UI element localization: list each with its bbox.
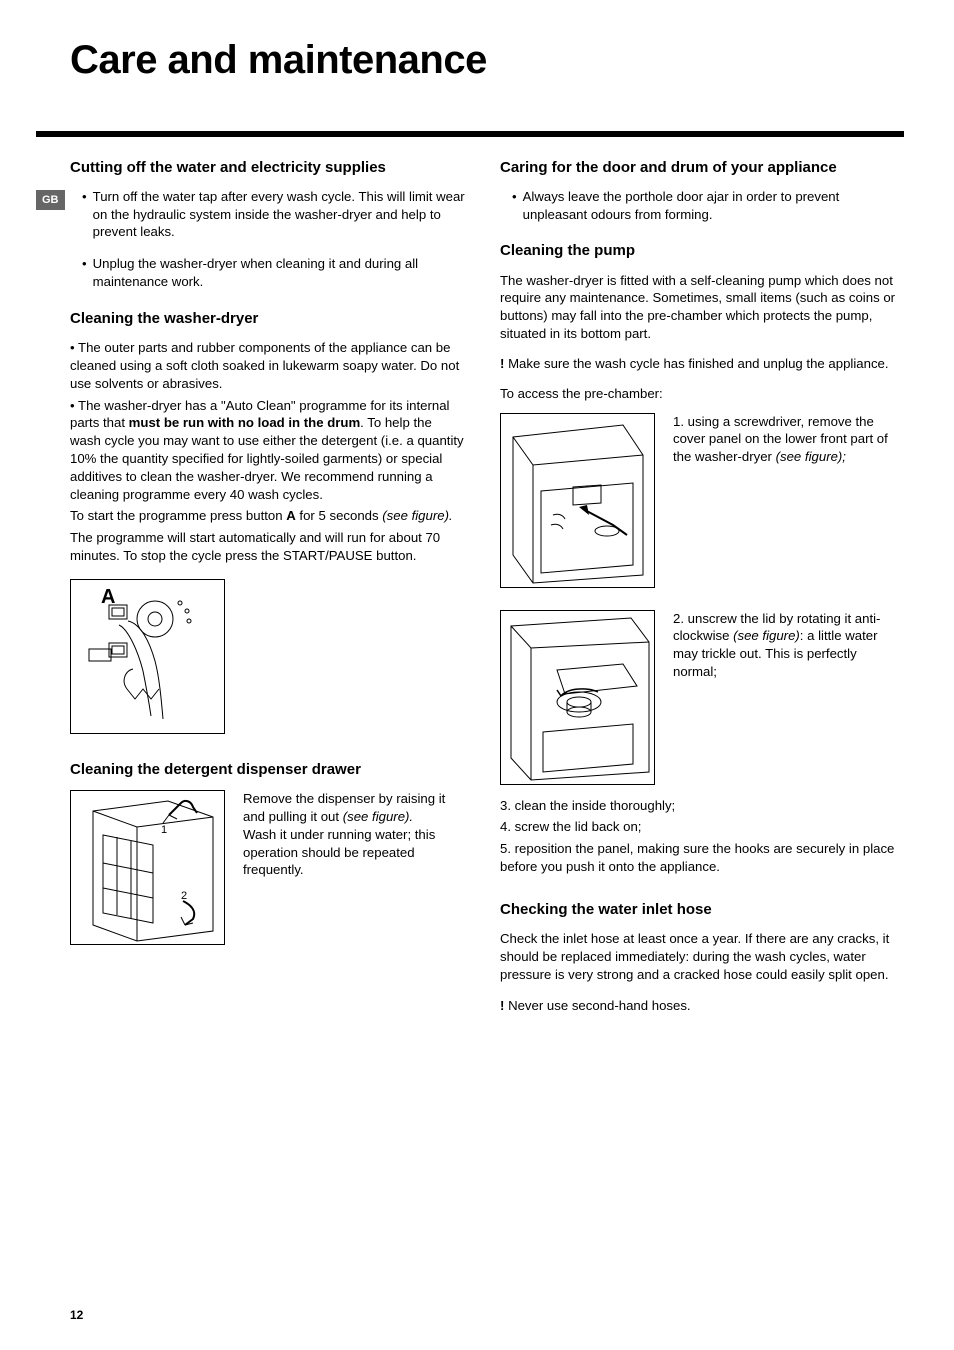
heading-pump: Cleaning the pump <box>500 241 896 261</box>
bullet-item: • Unplug the washer-dryer when cleaning … <box>70 255 466 291</box>
paragraph: The programme will start automatically a… <box>70 529 466 565</box>
step-text: 5. reposition the panel, making sure the… <box>500 840 896 876</box>
step-text: 4. screw the lid back on; <box>500 818 896 836</box>
bullet-text: Unplug the washer-dryer when cleaning it… <box>93 255 466 291</box>
page-number: 12 <box>70 1308 83 1322</box>
page-title: Care and maintenance <box>70 38 904 83</box>
italic-text: (see figure) <box>733 628 800 643</box>
svg-text:1: 1 <box>161 824 167 836</box>
bold-text: must be run with no load in the drum <box>129 415 361 430</box>
text-segment: To start the programme press button <box>70 508 286 523</box>
step-text: 1. using a screwdriver, remove the cover… <box>673 413 896 466</box>
figure-drawer: 1 2 <box>70 790 225 945</box>
bullet-item: • Always leave the porthole door ajar in… <box>500 188 896 224</box>
warning-paragraph: Make sure the wash cycle has finished an… <box>500 355 896 373</box>
svg-text:2: 2 <box>181 890 187 902</box>
paragraph: • The washer-dryer has a "Auto Clean" pr… <box>70 397 466 504</box>
left-column: Cutting off the water and electricity su… <box>70 159 466 1019</box>
figure-caption: 1. using a screwdriver, remove the cover… <box>673 413 896 466</box>
bullet-text: Always leave the porthole door ajar in o… <box>523 188 896 224</box>
italic-text: (see figure). <box>382 508 452 523</box>
paragraph: Remove the dispenser by raising it and p… <box>243 790 466 826</box>
italic-text: (see figure); <box>776 449 846 464</box>
bullet-dot: • <box>82 188 87 241</box>
figure-caption: 2. unscrew the lid by rotating it anti-c… <box>673 610 896 681</box>
heading-inlet-hose: Checking the water inlet hose <box>500 900 896 920</box>
figure-unscrew-lid <box>500 610 655 785</box>
figure-row: 1. using a screwdriver, remove the cover… <box>500 413 896 588</box>
heading-door-drum: Caring for the door and drum of your app… <box>500 159 896 178</box>
paragraph: To access the pre-chamber: <box>500 385 896 403</box>
figure-button-a: A <box>70 579 225 734</box>
paragraph: To start the programme press button A fo… <box>70 507 466 525</box>
figure-row: 1 2 Remove the dispenser by raising it a… <box>70 790 466 945</box>
heading-detergent-drawer: Cleaning the detergent dispenser drawer <box>70 760 466 780</box>
step-text: 2. unscrew the lid by rotating it anti-c… <box>673 610 896 681</box>
bullet-dot: • <box>512 188 517 224</box>
paragraph: Check the inlet hose at least once a yea… <box>500 930 896 983</box>
bullet-item: • Turn off the water tap after every was… <box>70 188 466 241</box>
content-columns: Cutting off the water and electricity su… <box>70 159 904 1019</box>
warning-text: Never use second-hand hoses. <box>508 998 691 1013</box>
horizontal-divider <box>36 131 904 137</box>
paragraph: • The outer parts and rubber components … <box>70 339 466 392</box>
control-panel-illustration: A <box>73 581 223 731</box>
bullet-text: Turn off the water tap after every wash … <box>93 188 466 241</box>
text-segment: for 5 seconds <box>296 508 383 523</box>
bold-text: A <box>286 508 296 523</box>
panel-removal-illustration <box>503 415 653 585</box>
warning-text: Make sure the wash cycle has finished an… <box>508 356 888 371</box>
drawer-illustration: 1 2 <box>73 793 223 943</box>
paragraph: Wash it under running water; this operat… <box>243 826 466 879</box>
italic-text: (see figure). <box>343 809 413 824</box>
right-column: Caring for the door and drum of your app… <box>500 159 896 1019</box>
step-text: 3. clean the inside thoroughly; <box>500 797 896 815</box>
lid-unscrew-illustration <box>503 612 653 782</box>
figure-caption: Remove the dispenser by raising it and p… <box>243 790 466 879</box>
heading-supplies: Cutting off the water and electricity su… <box>70 159 466 178</box>
bullet-dot: • <box>82 255 87 291</box>
heading-cleaning-washer-dryer: Cleaning the washer-dryer <box>70 309 466 329</box>
figure-cover-panel <box>500 413 655 588</box>
language-tag: GB <box>36 190 65 210</box>
warning-paragraph: Never use second-hand hoses. <box>500 997 896 1015</box>
paragraph: The washer-dryer is fitted with a self-c… <box>500 272 896 343</box>
figure-row: 2. unscrew the lid by rotating it anti-c… <box>500 610 896 785</box>
